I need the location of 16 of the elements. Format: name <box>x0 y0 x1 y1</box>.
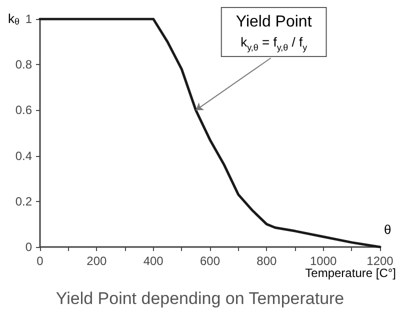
y-tick-label: 0.8 <box>15 58 32 72</box>
x-tick-label: 1200 <box>366 254 394 268</box>
y-tick-label: 0.6 <box>15 103 32 118</box>
x-tick-label: 400 <box>143 254 164 268</box>
y-tick-label: 1 <box>25 12 32 26</box>
y-tick-label: 0 <box>25 240 32 254</box>
x-tick-label: 1000 <box>310 254 338 268</box>
x-tick-label: 200 <box>86 254 107 268</box>
x-tick-label: 0 <box>36 254 44 268</box>
y-tick-label: 0.4 <box>15 148 32 163</box>
x-tick-label: 800 <box>256 254 277 268</box>
x-tick-label: 600 <box>200 254 220 268</box>
text: Yield Point depending on Temperature <box>56 289 344 308</box>
y-tick-label: 0.2 <box>15 194 32 208</box>
x-axis-title: θ <box>384 222 392 237</box>
text: Temperature [C°] <box>305 266 396 280</box>
